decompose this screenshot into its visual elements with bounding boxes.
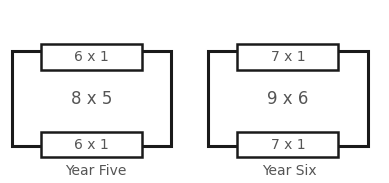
- Bar: [237, 132, 338, 157]
- Text: Year Five: Year Five: [65, 163, 126, 178]
- Text: 7 x 1: 7 x 1: [270, 50, 305, 64]
- Text: 6 x 1: 6 x 1: [74, 138, 109, 152]
- Text: 8 x 5: 8 x 5: [71, 90, 112, 108]
- Text: Year Six: Year Six: [263, 163, 317, 178]
- Bar: [237, 44, 338, 70]
- Bar: [41, 44, 142, 70]
- Text: 7 x 1: 7 x 1: [270, 138, 305, 152]
- Text: 6 x 1: 6 x 1: [74, 50, 109, 64]
- Bar: [12, 51, 171, 146]
- Text: 9 x 6: 9 x 6: [267, 90, 308, 108]
- Bar: [208, 51, 368, 146]
- Bar: [41, 132, 142, 157]
